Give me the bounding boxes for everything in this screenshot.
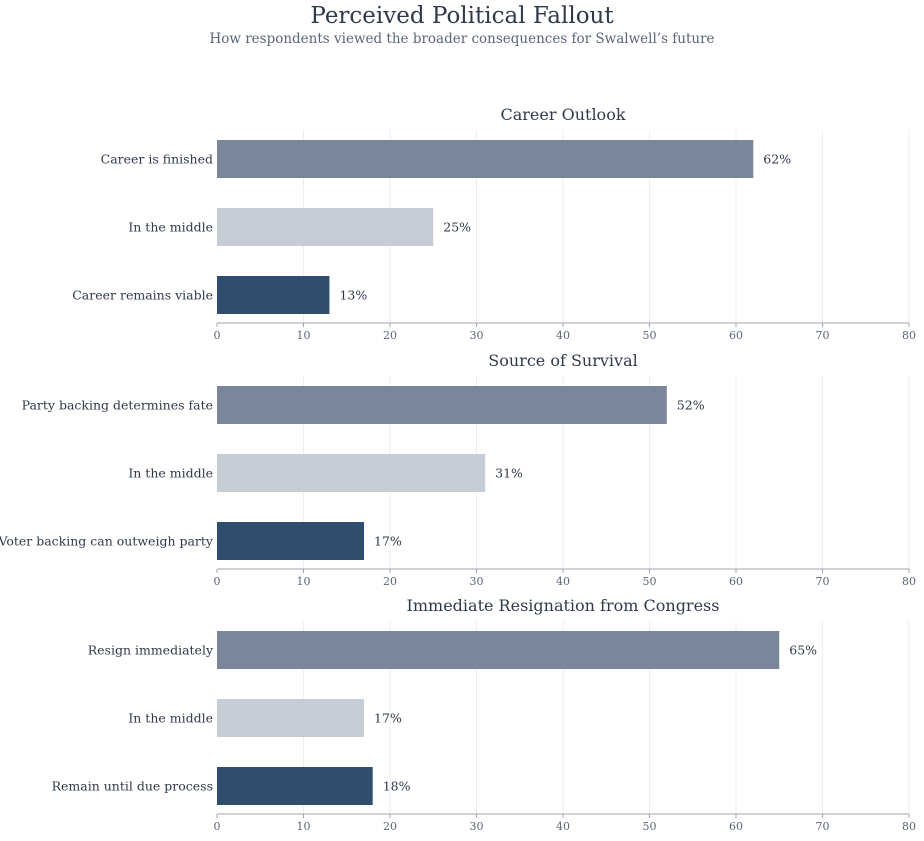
bar [217, 208, 434, 246]
category-label: Remain until due process [52, 779, 213, 794]
data-label: 65% [789, 643, 817, 658]
bar [217, 386, 667, 424]
x-tick-label: 80 [902, 329, 916, 342]
x-tick-label: 30 [470, 575, 484, 588]
data-label: 18% [383, 779, 411, 794]
category-label: Voter backing can outweigh party [0, 534, 214, 549]
chart-panel-1: Career Outlook Career is finished 62% In th… [72, 105, 916, 342]
x-tick-label: 30 [470, 820, 484, 833]
x-tick-label: 70 [816, 329, 830, 342]
x-tick-label: 80 [902, 820, 916, 833]
panel-title: Immediate Resignation from Congress [407, 596, 720, 615]
data-label: 52% [677, 398, 705, 413]
data-label: 17% [374, 711, 402, 726]
x-tick-label: 20 [383, 329, 397, 342]
chart-subtitle: How respondents viewed the broader conse… [209, 31, 715, 47]
data-label: 17% [374, 534, 402, 549]
x-tick-label: 0 [214, 575, 221, 588]
chart-panel-2: Source of Survival Party backing determin… [0, 351, 916, 588]
category-label: Career is finished [101, 152, 213, 167]
x-tick-label: 80 [902, 575, 916, 588]
x-tick-label: 40 [556, 820, 570, 833]
data-label: 25% [443, 220, 471, 235]
x-tick-label: 60 [729, 329, 743, 342]
x-tick-label: 10 [297, 575, 311, 588]
x-tick-label: 0 [214, 329, 221, 342]
category-label: In the middle [128, 466, 213, 481]
bar [217, 522, 365, 560]
data-label: 62% [763, 152, 791, 167]
x-tick-label: 60 [729, 575, 743, 588]
x-tick-label: 20 [383, 820, 397, 833]
bar [217, 767, 373, 805]
data-label: 31% [495, 466, 523, 481]
x-tick-label: 50 [643, 575, 657, 588]
x-tick-label: 70 [816, 575, 830, 588]
bar [217, 631, 780, 669]
category-label: Career remains viable [72, 288, 213, 303]
bar [217, 699, 365, 737]
x-tick-label: 50 [643, 329, 657, 342]
category-label: Party backing determines fate [22, 398, 213, 413]
panel-title: Source of Survival [488, 351, 637, 370]
x-tick-label: 10 [297, 329, 311, 342]
x-tick-label: 50 [643, 820, 657, 833]
data-label: 13% [339, 288, 367, 303]
x-tick-label: 60 [729, 820, 743, 833]
category-label: Resign immediately [88, 643, 214, 658]
x-tick-label: 20 [383, 575, 397, 588]
chart-panel-3: Immediate Resignation from Congress Resig… [52, 596, 916, 833]
bar [217, 454, 486, 492]
x-tick-label: 40 [556, 329, 570, 342]
category-label: In the middle [128, 711, 213, 726]
chart-title: Perceived Political Fallout [310, 3, 614, 29]
bar [217, 276, 330, 314]
x-tick-label: 10 [297, 820, 311, 833]
x-tick-label: 40 [556, 575, 570, 588]
x-tick-label: 0 [214, 820, 221, 833]
category-label: In the middle [128, 220, 213, 235]
x-tick-label: 30 [470, 329, 484, 342]
bar [217, 140, 754, 178]
panel-title: Career Outlook [500, 105, 625, 124]
x-tick-label: 70 [816, 820, 830, 833]
